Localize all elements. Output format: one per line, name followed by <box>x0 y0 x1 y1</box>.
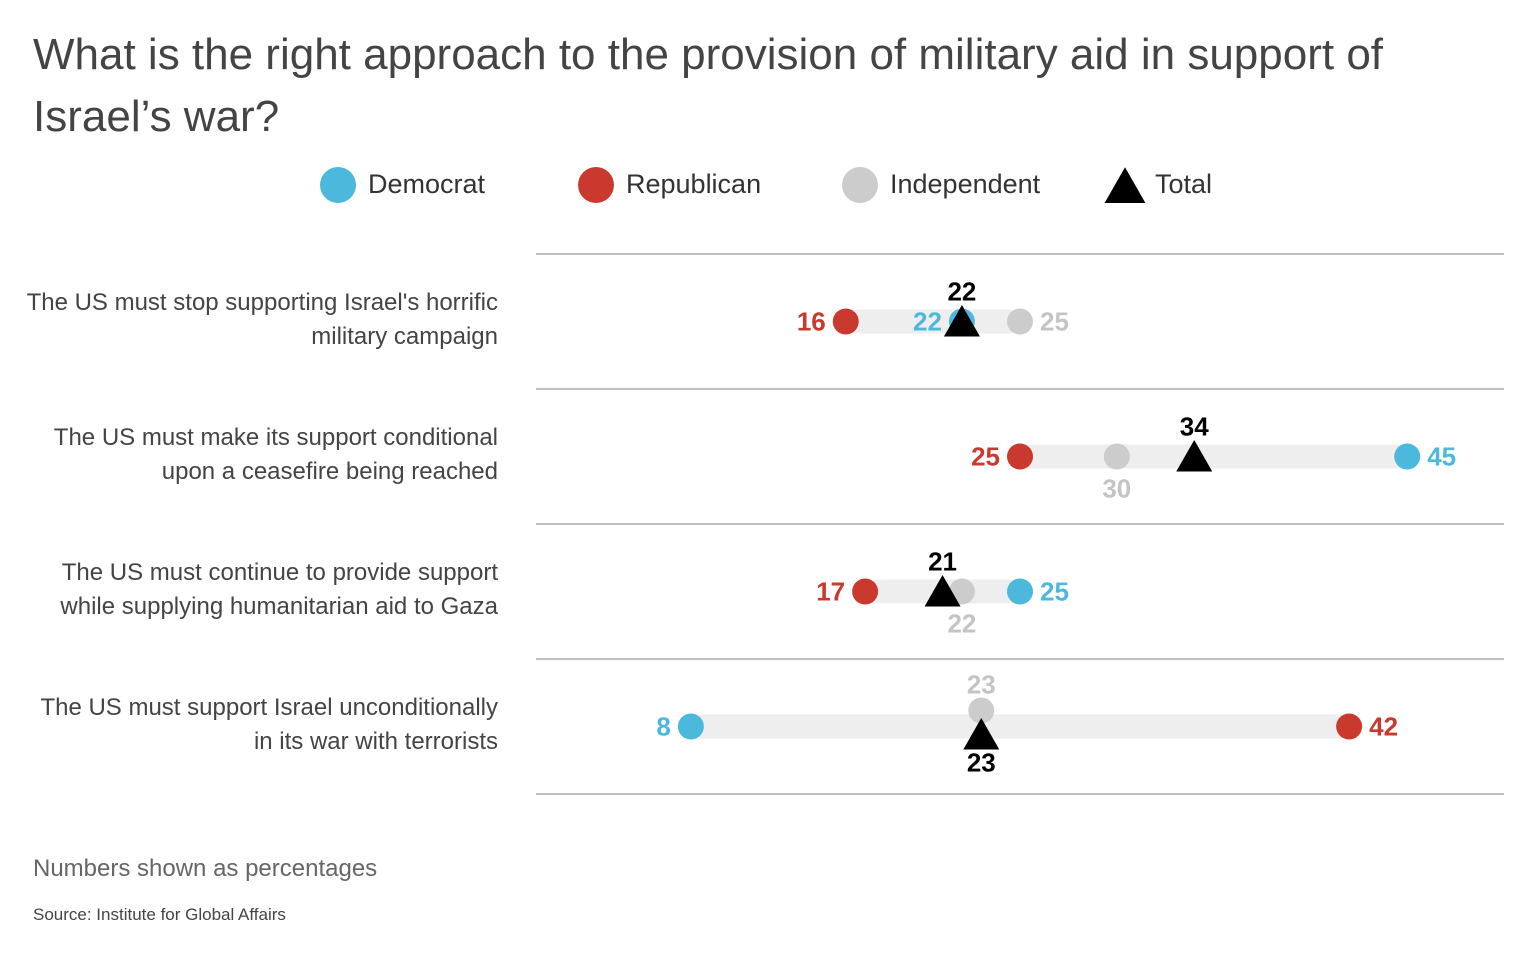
value-label: 21 <box>928 546 957 576</box>
chart-title: What is the right approach to the provis… <box>33 30 1384 141</box>
value-label: 34 <box>1180 411 1209 441</box>
range-band <box>690 714 1350 739</box>
dot <box>968 697 995 724</box>
value-label: 22 <box>947 608 976 638</box>
dot <box>1007 578 1033 605</box>
value-label: 25 <box>1040 576 1069 606</box>
dot <box>1336 713 1363 740</box>
category-label: The US must support Israel unconditional… <box>40 693 498 755</box>
category-label: The US must make its support conditional… <box>53 423 498 485</box>
total-marker <box>963 718 1000 750</box>
value-label: 25 <box>1040 306 1069 336</box>
legend-marker <box>578 167 614 203</box>
dot <box>1007 443 1033 470</box>
value-label: 22 <box>947 276 976 306</box>
dot <box>677 713 704 740</box>
value-label: 45 <box>1427 441 1456 471</box>
range-band <box>1020 444 1408 469</box>
value-label: 30 <box>1102 473 1131 503</box>
legend-label: Independent <box>890 169 1041 199</box>
dot <box>852 578 879 605</box>
legend-label: Democrat <box>368 169 486 199</box>
legend-label: Republican <box>626 169 761 199</box>
value-label: 16 <box>797 306 826 336</box>
total-marker <box>1176 440 1213 472</box>
category-label: The US must stop supporting Israel's hor… <box>26 288 498 350</box>
legend-label: Total <box>1155 169 1212 199</box>
category-label: The US must continue to provide support … <box>60 558 498 620</box>
value-label: 22 <box>913 306 942 336</box>
legend-marker <box>320 167 356 203</box>
dot <box>1394 443 1421 470</box>
total-marker <box>924 575 961 607</box>
value-label: 23 <box>967 669 996 699</box>
dot <box>832 308 859 335</box>
dot <box>1103 443 1130 470</box>
legend-marker <box>1104 167 1146 203</box>
source: Source: Institute for Global Affairs <box>33 905 286 924</box>
value-label: 42 <box>1369 711 1398 741</box>
range-band <box>845 309 1020 334</box>
legend-marker <box>842 167 878 203</box>
note: Numbers shown as percentages <box>33 855 378 882</box>
value-label: 25 <box>971 441 1000 471</box>
value-label: 8 <box>656 711 670 741</box>
total-marker <box>943 305 980 337</box>
value-label: 17 <box>816 576 845 606</box>
dot <box>1007 308 1033 335</box>
value-label: 23 <box>967 747 996 777</box>
